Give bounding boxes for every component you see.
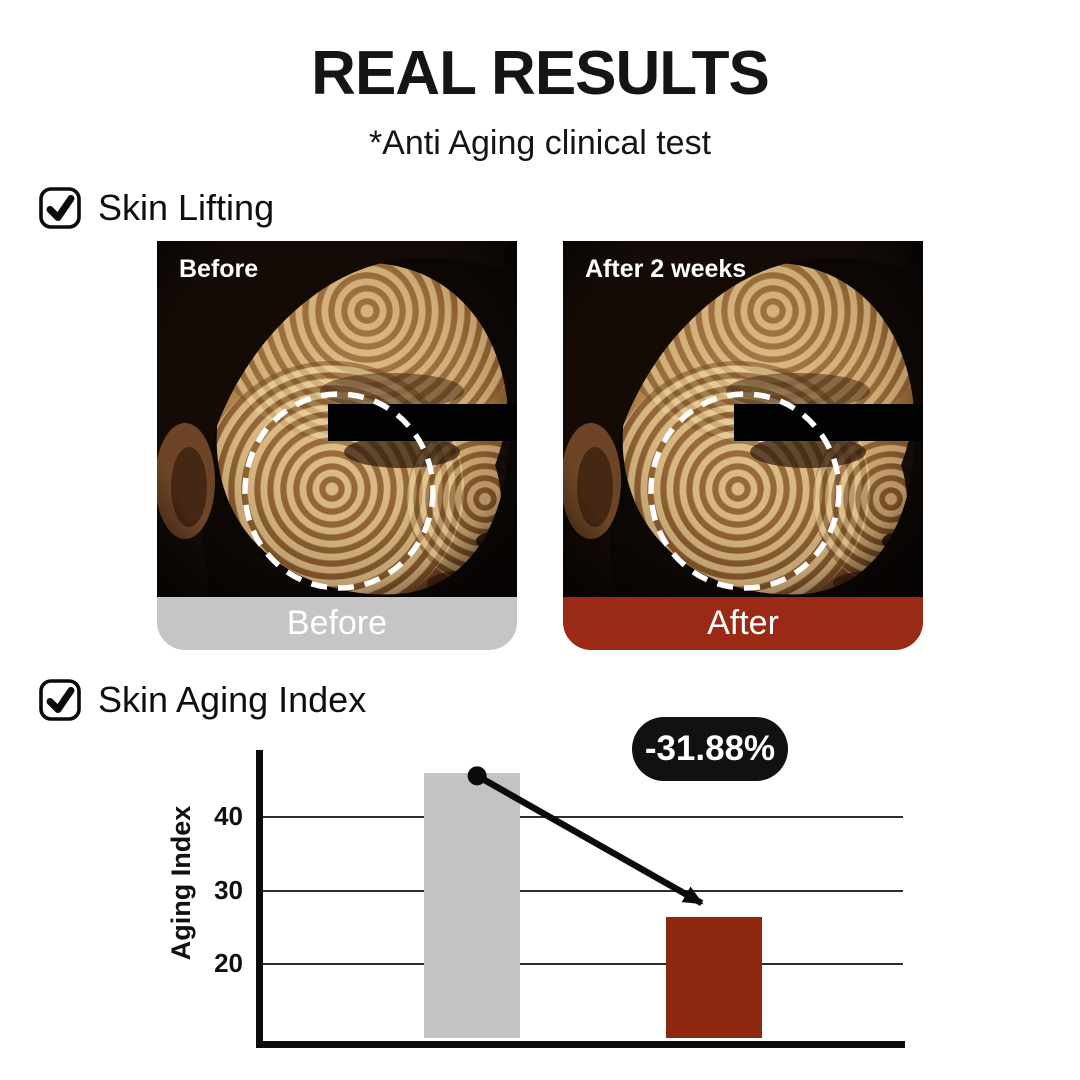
percent-change-badge: -31.88%	[632, 717, 788, 781]
section-header-skin-aging-index: Skin Aging Index	[38, 678, 366, 722]
before-caption: Before	[157, 597, 517, 650]
page-subtitle: *Anti Aging clinical test	[368, 124, 712, 162]
y-tick-label: 20	[214, 948, 243, 979]
after-photo-overlay-label: After 2 weeks	[585, 255, 747, 283]
section-title-skin-lifting: Skin Lifting	[98, 187, 275, 228]
gridline	[257, 889, 903, 892]
bar-before	[424, 772, 521, 1038]
y-axis-line	[256, 750, 263, 1045]
after-photo: After 2 weeks	[563, 241, 923, 597]
after-caption: After	[563, 597, 923, 650]
y-tick-label: 30	[214, 874, 243, 905]
bar-after-2-weeks	[665, 917, 762, 1038]
checkbox-checked-icon	[39, 679, 81, 721]
before-photo: Before	[157, 241, 517, 597]
arrow-line	[475, 773, 704, 907]
page-title: REAL RESULTS	[311, 39, 770, 108]
checkbox-checked-icon	[39, 187, 81, 229]
gridline	[257, 963, 903, 966]
x-axis-line	[256, 1041, 905, 1048]
y-tick-label: 40	[214, 801, 243, 832]
section-header-skin-lifting: Skin Lifting	[38, 186, 274, 230]
section-title-skin-aging-index: Skin Aging Index	[98, 679, 367, 720]
gridline	[257, 816, 903, 819]
before-photo-overlay-label: Before	[179, 255, 259, 283]
